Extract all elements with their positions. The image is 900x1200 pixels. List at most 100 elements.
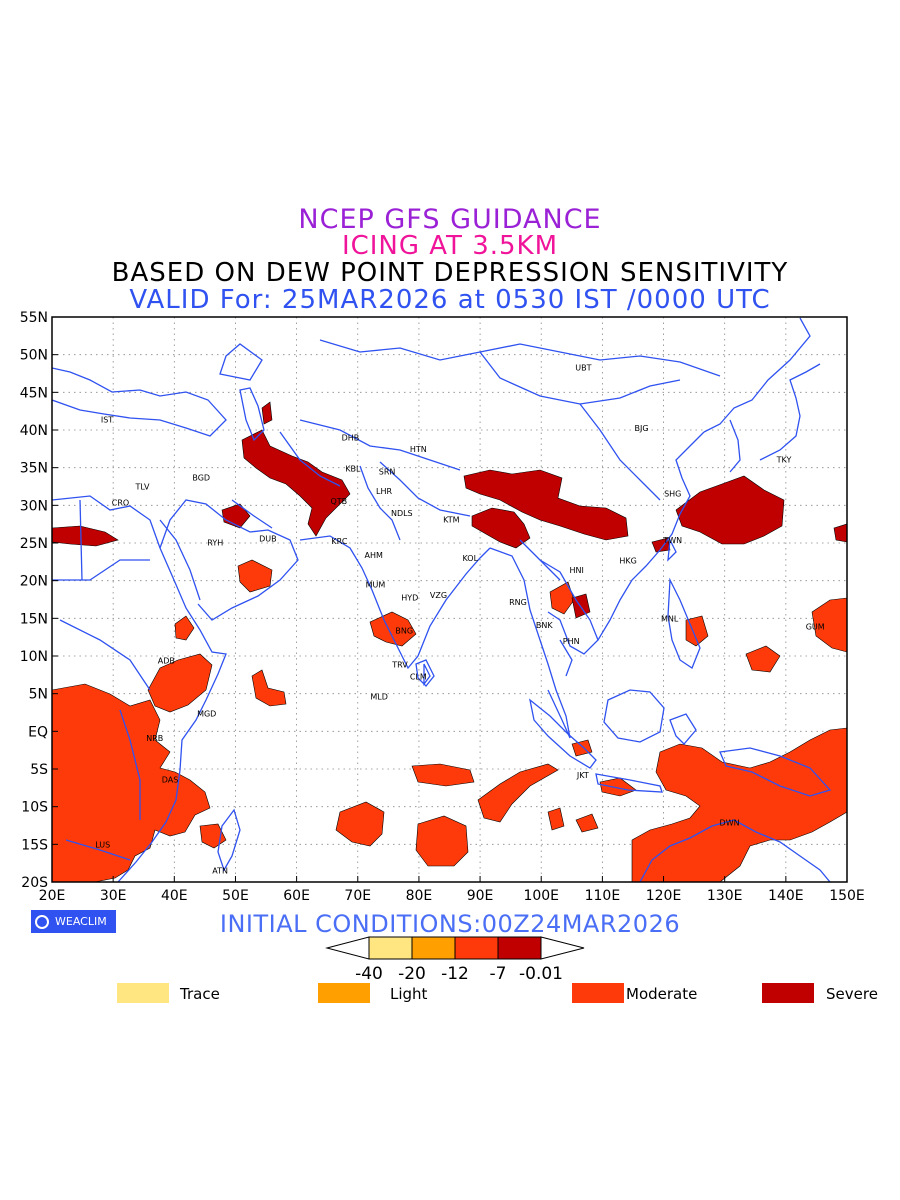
colorbar-cell-light (411, 936, 456, 960)
legend-label-severe: Severe (826, 985, 878, 1003)
station-label: NDLS (391, 509, 413, 518)
initial-conditions: INITIAL CONDITIONS:00Z24MAR2026 (219, 910, 681, 938)
station-label: DWN (720, 819, 740, 828)
icing-region-moderate (52, 683, 211, 882)
icing-region-moderate (477, 763, 559, 823)
station-label: DAS (162, 776, 179, 785)
station-label: BJG (634, 424, 648, 433)
legend-label-light: Light (390, 985, 428, 1003)
station-label: LUS (95, 840, 110, 849)
icing-region-moderate (575, 813, 599, 833)
icing-region-moderate (631, 727, 847, 882)
y-tick-label: 5N (29, 687, 48, 703)
legend-swatch-moderate (572, 983, 624, 1003)
y-tick-label: EQ (28, 724, 48, 740)
icing-region-severe (675, 475, 785, 545)
icing-region-moderate (369, 611, 417, 647)
icing-region-moderate (251, 669, 287, 707)
station-label: MLD (370, 693, 388, 702)
station-label: TLV (135, 483, 150, 492)
y-tick-label: 10S (21, 800, 48, 816)
station-label: HKG (619, 556, 636, 565)
station-label: DUB (259, 534, 277, 543)
x-tick-label: 140E (768, 888, 804, 904)
station-label: LHR (376, 487, 392, 496)
station-label: AHM (364, 551, 382, 560)
icing-region-severe (651, 537, 671, 553)
station-label: HNI (570, 566, 584, 575)
station-label: RYH (207, 538, 223, 547)
station-label: GUM (806, 623, 825, 632)
title-line-4: VALID For: 25MAR2026 at 0530 IST /0000 U… (129, 285, 771, 315)
legend-label-moderate: Moderate (626, 985, 698, 1003)
legend-label-trace: Trace (180, 985, 220, 1003)
station-label: CRO (112, 498, 129, 507)
icing-region-moderate (599, 777, 637, 797)
legend-swatch-severe (762, 983, 814, 1003)
y-tick-label: 20N (20, 574, 48, 590)
icing-region-moderate (237, 559, 273, 593)
x-tick-label: 130E (707, 888, 743, 904)
coastlines (52, 317, 832, 882)
icing-region-moderate (335, 801, 385, 847)
station-label: BNG (395, 626, 413, 635)
y-tick-label: 45N (20, 385, 48, 401)
icing-region-moderate (549, 581, 575, 615)
station-label: NRB (146, 734, 163, 743)
logo-circle-icon (35, 914, 49, 929)
title-line-3: BASED ON DEW POINT DEPRESSION SENSITIVIT… (111, 258, 789, 288)
y-tick-label: 50N (20, 348, 48, 364)
station-label: MGD (197, 709, 216, 718)
y-tick-label: 15S (21, 837, 48, 853)
station-label: MUM (366, 580, 386, 589)
colorbar-tick-label: -7 (490, 964, 507, 984)
y-tick-label: 35N (20, 461, 48, 477)
weaclim-logo: WEACLIM (31, 910, 116, 933)
y-tick-label: 55N (20, 310, 48, 326)
x-tick-label: 60E (283, 888, 310, 904)
y-tick-label: 30N (20, 498, 48, 514)
station-label: HTN (410, 445, 427, 454)
icing-region-moderate (547, 807, 565, 831)
x-tick-label: 20E (39, 888, 66, 904)
x-tick-label: 120E (646, 888, 682, 904)
colorbar-cell-trace (368, 936, 413, 960)
x-tick-label: 110E (585, 888, 621, 904)
icing-region-severe (261, 401, 273, 425)
colorbar-cell-moderate (454, 936, 499, 960)
y-axis-ticks: 55N 50N 45N 40N 35N 30N 25N 20N 15N 10N 5N EQ 5S 10S 1… (20, 310, 58, 891)
station-label: TWN (662, 536, 682, 545)
y-tick-label: 20S (21, 875, 48, 891)
station-label: ATN (212, 867, 228, 876)
icing-region-severe (833, 523, 847, 543)
colorbar-cell-severe (497, 936, 542, 960)
icing-region-moderate (147, 653, 213, 713)
title-line-2: ICING AT 3.5KM (341, 231, 559, 261)
icing-region-moderate (415, 815, 469, 867)
station-label: SRN (379, 467, 396, 476)
station-label: BNK (536, 621, 553, 630)
station-label: TKY (776, 455, 792, 464)
icing-region-severe (241, 429, 351, 537)
station-label: SHG (664, 489, 681, 498)
x-tick-label: 90E (467, 888, 494, 904)
icing-region-moderate (685, 615, 709, 647)
station-label: DHB (342, 434, 360, 443)
colorbar-tick-label: -40 (355, 964, 383, 984)
x-tick-label: 30E (100, 888, 127, 904)
station-label: TRV (391, 660, 408, 669)
colorbar-tick-label: -12 (441, 964, 469, 984)
x-axis-ticks: 20E 30E 40E 50E 60E 70E 80E 90E 100E 110E 120E 130E… (39, 876, 865, 904)
station-label: ADB (158, 657, 175, 666)
colorbar: -40 -20 -12 -7 -0.01 (325, 936, 585, 984)
x-tick-label: 100E (523, 888, 559, 904)
station-label: IST (101, 415, 113, 424)
x-tick-label: 40E (161, 888, 188, 904)
x-tick-label: 150E (829, 888, 865, 904)
logo-text: WEACLIM (55, 915, 107, 928)
y-tick-label: 15N (20, 611, 48, 627)
map-gridlines (52, 317, 847, 882)
icing-region-moderate (411, 763, 475, 787)
station-label: KRC (331, 537, 347, 546)
y-tick-label: 10N (20, 649, 48, 665)
